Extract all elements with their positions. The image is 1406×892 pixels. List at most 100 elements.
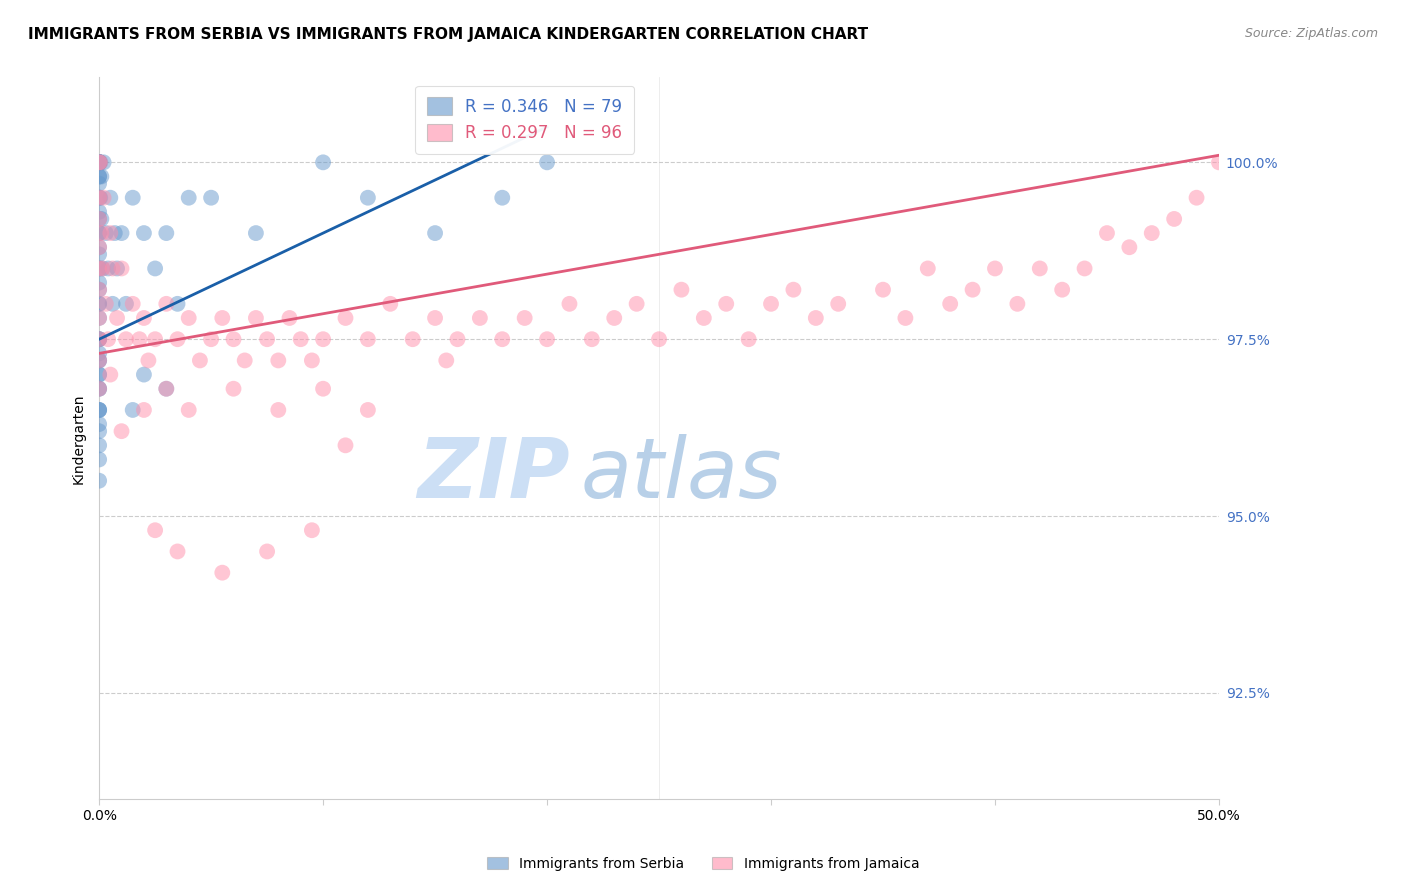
Point	[984, 261, 1007, 276]
Point	[89, 155, 111, 169]
Point	[91, 261, 114, 276]
Point	[97, 332, 120, 346]
Point	[93, 155, 115, 169]
Point	[380, 297, 402, 311]
Text: Source: ZipAtlas.com: Source: ZipAtlas.com	[1244, 27, 1378, 40]
Point	[200, 332, 222, 346]
Point	[581, 332, 603, 346]
Point	[143, 261, 166, 276]
Point	[155, 382, 177, 396]
Point	[166, 544, 188, 558]
Point	[89, 424, 111, 438]
Point	[267, 353, 290, 368]
Point	[1118, 240, 1140, 254]
Point	[89, 382, 111, 396]
Point	[89, 169, 111, 184]
Point	[716, 297, 738, 311]
Point	[256, 544, 278, 558]
Text: ZIP: ZIP	[416, 434, 569, 515]
Point	[93, 191, 115, 205]
Point	[89, 283, 111, 297]
Point	[89, 247, 111, 261]
Point	[128, 332, 150, 346]
Point	[188, 353, 211, 368]
Point	[104, 226, 127, 240]
Point	[89, 261, 111, 276]
Point	[335, 310, 357, 325]
Point	[89, 276, 111, 290]
Point	[357, 332, 380, 346]
Point	[211, 310, 233, 325]
Point	[89, 155, 111, 169]
Point	[423, 310, 446, 325]
Point	[166, 297, 188, 311]
Point	[89, 261, 111, 276]
Point	[513, 310, 536, 325]
Text: atlas: atlas	[581, 434, 782, 515]
Y-axis label: Kindergarten: Kindergarten	[72, 393, 86, 483]
Point	[89, 382, 111, 396]
Point	[98, 191, 121, 205]
Point	[245, 226, 267, 240]
Point	[1095, 226, 1118, 240]
Point	[105, 261, 128, 276]
Point	[89, 191, 111, 205]
Point	[89, 353, 111, 368]
Point	[110, 261, 132, 276]
Point	[89, 155, 111, 169]
Point	[278, 310, 301, 325]
Point	[1163, 211, 1185, 226]
Point	[89, 226, 111, 240]
Point	[94, 226, 117, 240]
Point	[1185, 191, 1208, 205]
Point	[737, 332, 759, 346]
Point	[132, 226, 155, 240]
Point	[89, 310, 111, 325]
Point	[222, 382, 245, 396]
Point	[267, 403, 290, 417]
Point	[312, 155, 335, 169]
Point	[90, 169, 112, 184]
Point	[97, 261, 120, 276]
Point	[98, 368, 121, 382]
Point	[143, 332, 166, 346]
Point	[89, 368, 111, 382]
Point	[89, 155, 111, 169]
Point	[121, 297, 143, 311]
Point	[89, 417, 111, 431]
Point	[143, 523, 166, 537]
Point	[222, 332, 245, 346]
Point	[89, 403, 111, 417]
Point	[89, 332, 111, 346]
Point	[89, 310, 111, 325]
Point	[1073, 261, 1095, 276]
Point	[89, 155, 111, 169]
Point	[872, 283, 894, 297]
Point	[301, 523, 323, 537]
Point	[1050, 283, 1073, 297]
Point	[89, 240, 111, 254]
Point	[693, 310, 716, 325]
Point	[89, 382, 111, 396]
Point	[1007, 297, 1029, 311]
Point	[89, 297, 111, 311]
Point	[468, 310, 491, 325]
Point	[89, 191, 111, 205]
Point	[91, 261, 114, 276]
Point	[110, 226, 132, 240]
Point	[101, 261, 124, 276]
Point	[89, 452, 111, 467]
Point	[101, 297, 124, 311]
Point	[626, 297, 648, 311]
Point	[89, 353, 111, 368]
Point	[89, 205, 111, 219]
Point	[89, 283, 111, 297]
Point	[962, 283, 984, 297]
Point	[89, 438, 111, 452]
Point	[200, 191, 222, 205]
Point	[357, 191, 380, 205]
Point	[491, 191, 513, 205]
Point	[89, 155, 111, 169]
Point	[138, 353, 160, 368]
Point	[110, 424, 132, 438]
